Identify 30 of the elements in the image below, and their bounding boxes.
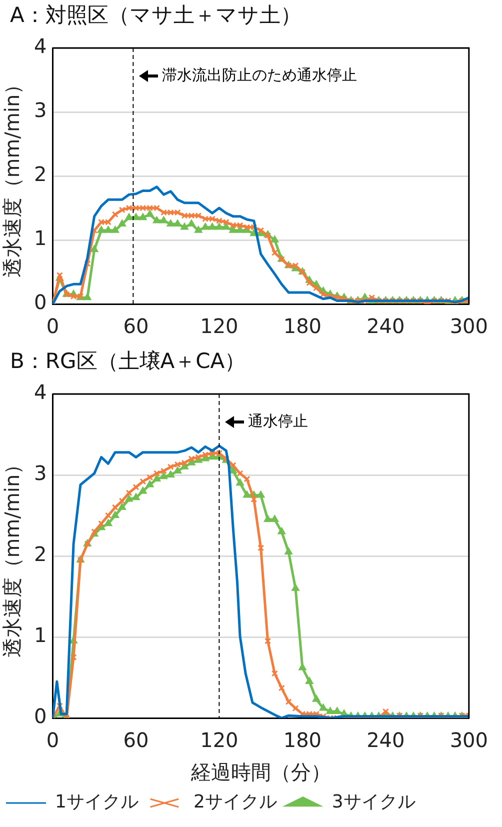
x-tick-label: 240 bbox=[366, 314, 405, 338]
x-tick-label: 120 bbox=[200, 728, 238, 752]
y-tick-label: 0 bbox=[34, 704, 47, 728]
y-tick-label: 4 bbox=[34, 380, 47, 404]
x-tick-label: 300 bbox=[450, 314, 488, 338]
y-tick-label: 0 bbox=[34, 290, 47, 314]
chart-title: B：RG区（土壌A＋CA） bbox=[9, 348, 247, 375]
x-tick-label: 60 bbox=[123, 314, 149, 338]
ref-line-label: 通水停止 bbox=[248, 412, 308, 430]
x-tick-label: 120 bbox=[200, 314, 238, 338]
legend-label: 1サイクル bbox=[55, 792, 138, 813]
y-tick-label: 2 bbox=[34, 162, 47, 186]
ref-line-label: 滞水流出防止のため通水停止 bbox=[162, 66, 358, 84]
y-tick-label: 3 bbox=[34, 98, 47, 122]
y-tick-label: 3 bbox=[34, 461, 47, 486]
legend-label: 3サイクル bbox=[332, 792, 416, 813]
x-tick-label: 180 bbox=[283, 728, 322, 752]
x-tick-label: 240 bbox=[366, 728, 405, 752]
legend-label: 2サイクル bbox=[193, 792, 277, 813]
y-tick-label: 1 bbox=[34, 226, 47, 250]
x-axis-title: 経過時間（分） bbox=[190, 760, 331, 784]
y-tick-label: 4 bbox=[34, 34, 47, 58]
y-axis-title: 透水速度（mm/min） bbox=[0, 454, 24, 658]
x-tick-label: 300 bbox=[450, 728, 488, 752]
x-tick-label: 60 bbox=[123, 728, 149, 752]
y-axis-title: 透水速度（mm/min） bbox=[0, 74, 24, 278]
x-tick-label: 180 bbox=[283, 314, 322, 338]
y-tick-label: 2 bbox=[34, 542, 47, 566]
y-tick-label: 1 bbox=[34, 623, 47, 648]
chart-title: A：対照区（マサ土＋マサ土） bbox=[9, 2, 302, 29]
